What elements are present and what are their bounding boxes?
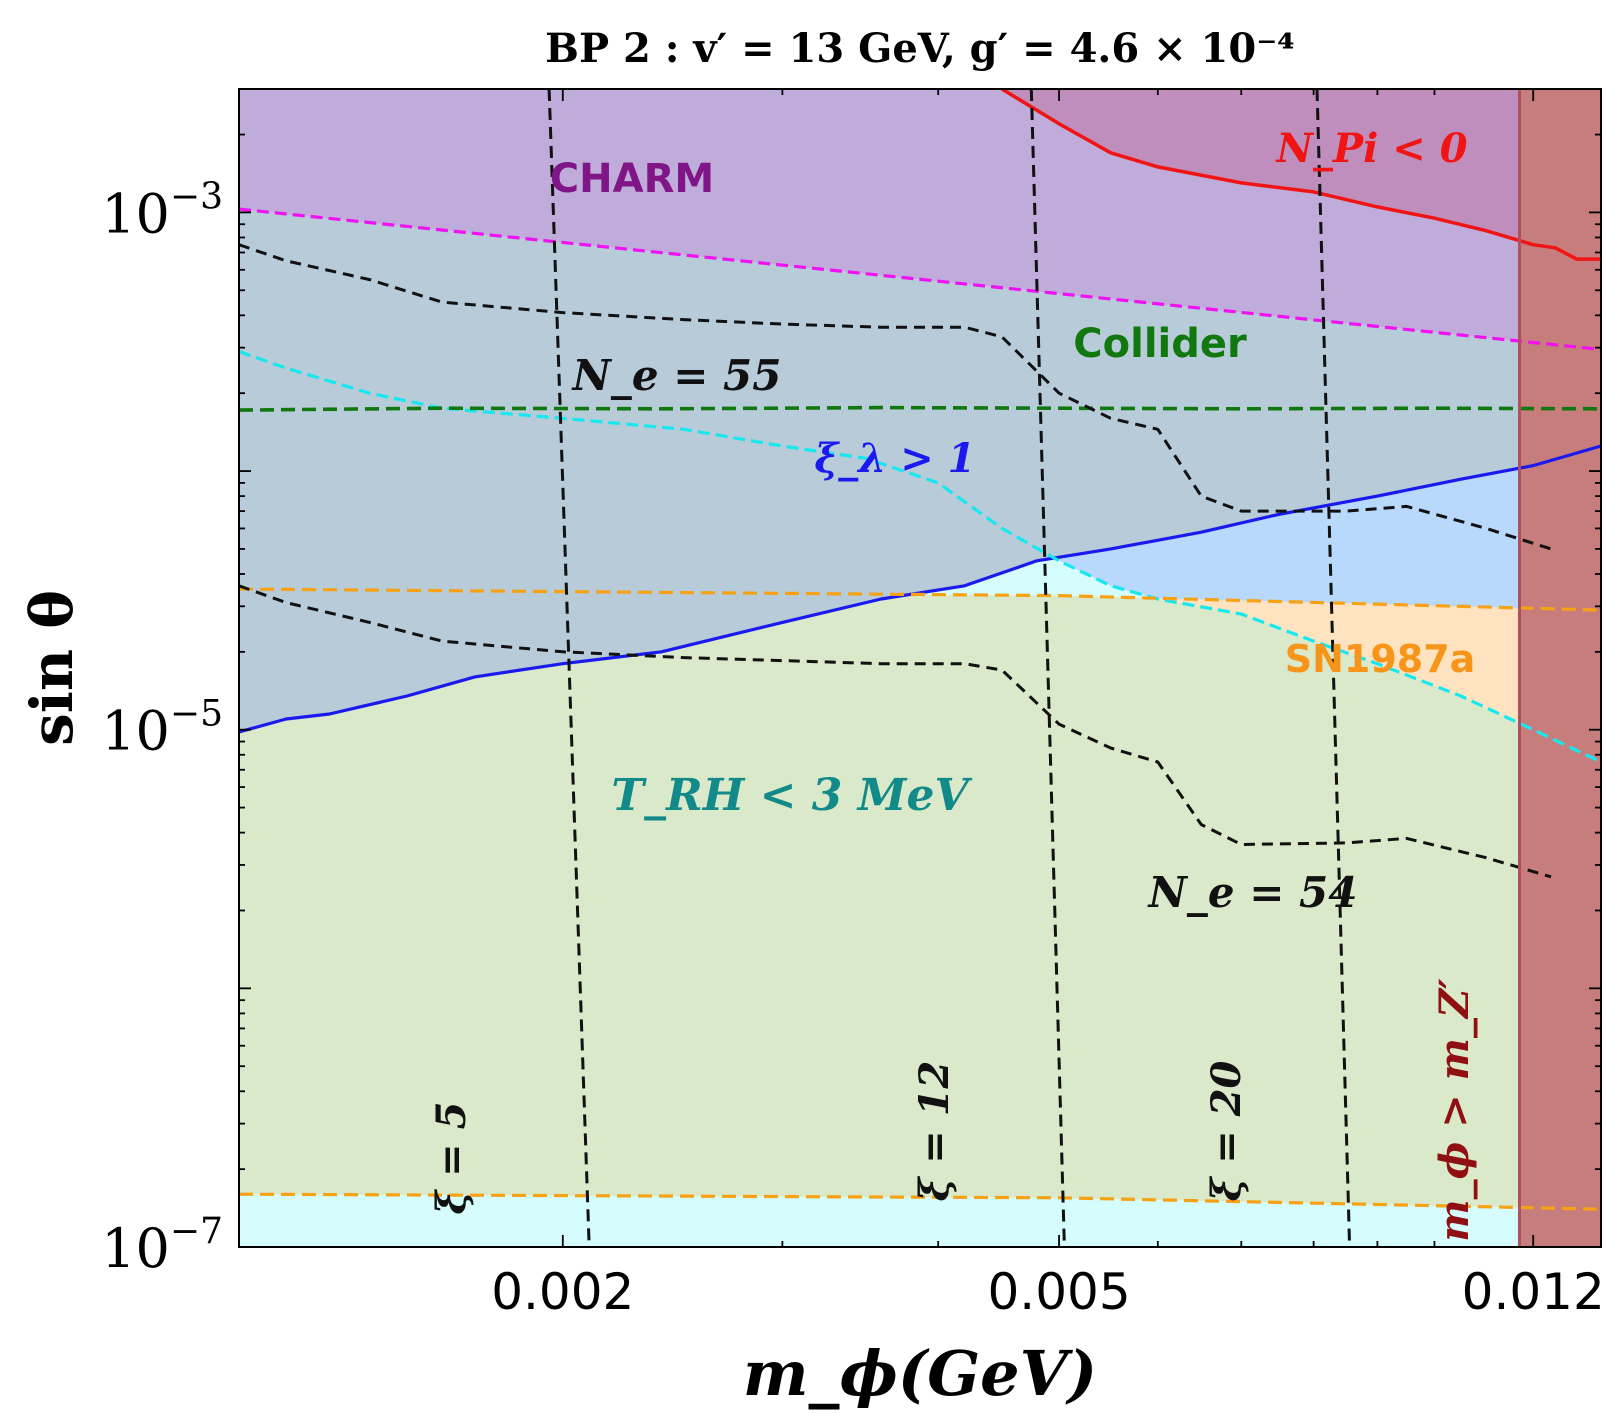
annotation-xi5: ξ = 5 [428,1102,475,1215]
x-axis-label: m_ϕ(GeV) [743,1337,1097,1410]
trh-sn-overlap-region [239,589,1601,1210]
annotation-xi20: ξ = 20 [1203,1060,1250,1201]
curve-xi-5 [547,89,591,1247]
curve-npi-boundary [1001,89,1601,261]
annotation-xi12: ξ = 12 [911,1061,958,1202]
y-tick-label: 10−3 [101,176,223,245]
y-tick-label: 10−5 [101,694,223,763]
npi-region [1002,89,1601,260]
axes: 0.002 0.005 0.012 10−3 10−5 10−7 [101,88,1605,1321]
annotation-mphi-mz: m_ϕ > m_Z′ [1431,978,1478,1242]
curve-xi-lambda-boundary [239,444,1601,734]
plot-frame [238,88,1602,1248]
chart-title: BP 2 : v′ = 13 GeV, g′ = 4.6 × 10⁻⁴ [545,25,1295,72]
x-tick-label: 0.005 [987,1263,1130,1321]
annotation-npi: N_Pi < 0 [1274,125,1467,172]
y-axis-label: sin θ [18,590,86,746]
annotation-sn: SN1987a [1285,637,1476,681]
curve-sn-upper [239,587,1601,612]
curve-charm-limit [239,207,1601,352]
curve-trh-boundary [239,349,1601,764]
y-tick-label: 10−7 [101,1211,223,1280]
annotation-trh: T_RH < 3 MeV [611,770,972,821]
curve-xi-20 [1315,89,1352,1247]
annotation-collider: Collider [1073,321,1247,367]
x-tick-label: 0.002 [491,1263,634,1321]
curve-sn-lower [239,1192,1601,1211]
annotation-ne55: N_e = 55 [571,351,782,400]
annotation-charm: CHARM [550,156,714,202]
curve-collider-limit [239,405,1601,412]
mphi-mz-region [1519,89,1601,1247]
annotations: BP 2 : v′ = 13 GeV, g′ = 4.6 × 10⁻⁴ m_ϕ(G… [18,25,1478,1410]
shaded-regions [239,89,1601,1247]
curves [239,89,1601,1247]
curve-xi-12 [1029,89,1066,1247]
annotation-ne54: N_e = 54 [1147,868,1358,917]
annotation-xi-lambda: ξ_λ > 1 [815,435,976,482]
x-tick-label: 0.012 [1462,1263,1605,1321]
